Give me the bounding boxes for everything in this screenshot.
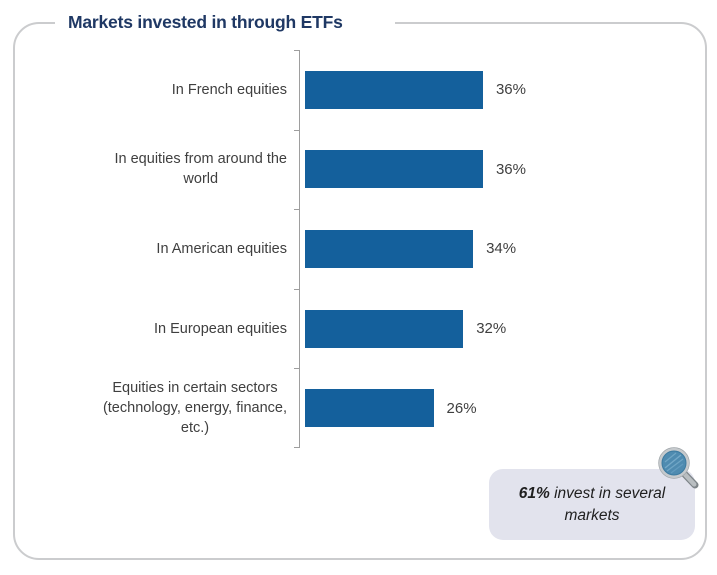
category-label: Equities in certain sectors (technology,… [60,378,287,438]
chart-row: Equities in certain sectors (technology,… [0,368,717,448]
value-label: 36% [495,160,526,178]
axis-tick [294,129,300,131]
callout-stat: 61% [518,484,550,502]
chart-row: In American equities 34% [0,209,717,289]
category-label-text: In European equities [153,320,287,337]
axis-tick [294,50,300,51]
value-label: 36% [495,81,526,99]
category-label: In French equities [60,80,287,100]
category-label: In American equities [60,239,287,259]
chart-row: In French equities 36% [0,50,717,130]
value-label: 34% [486,240,517,258]
category-label-text: Equities in certain sectors (technology,… [102,380,287,437]
bar [305,229,474,268]
category-axis [294,50,300,448]
chart-title-wrap: Markets invested in through ETFs [55,10,395,37]
category-label: In European equities [60,319,287,339]
axis-tick [294,209,300,211]
axis-tick [294,288,300,290]
bar [305,150,483,189]
callout-text: 61% invest in several markets [489,483,695,527]
callout-box: 61% invest in several markets [489,469,695,540]
chart-row: In European equities 32% [0,289,717,369]
value-label: 26% [446,399,477,417]
magnifier-icon [658,447,699,489]
category-label: In equities from around the world [60,149,288,189]
axis-tick [294,447,300,448]
callout-label: invest in several markets [554,484,666,524]
bar [305,389,434,428]
bar [305,70,483,109]
category-label-text: In equities from around the world [114,151,288,188]
chart-title: Markets invested in through ETFs [68,12,343,32]
category-label-text: In French equities [171,81,287,98]
bar [305,309,464,348]
chart-row: In equities from around the world 36% [0,130,717,210]
category-label-text: In American equities [156,240,287,257]
value-label: 32% [476,320,507,338]
axis-tick [294,368,300,370]
bar-chart: In French equities 36% In equities from ar… [0,50,717,448]
